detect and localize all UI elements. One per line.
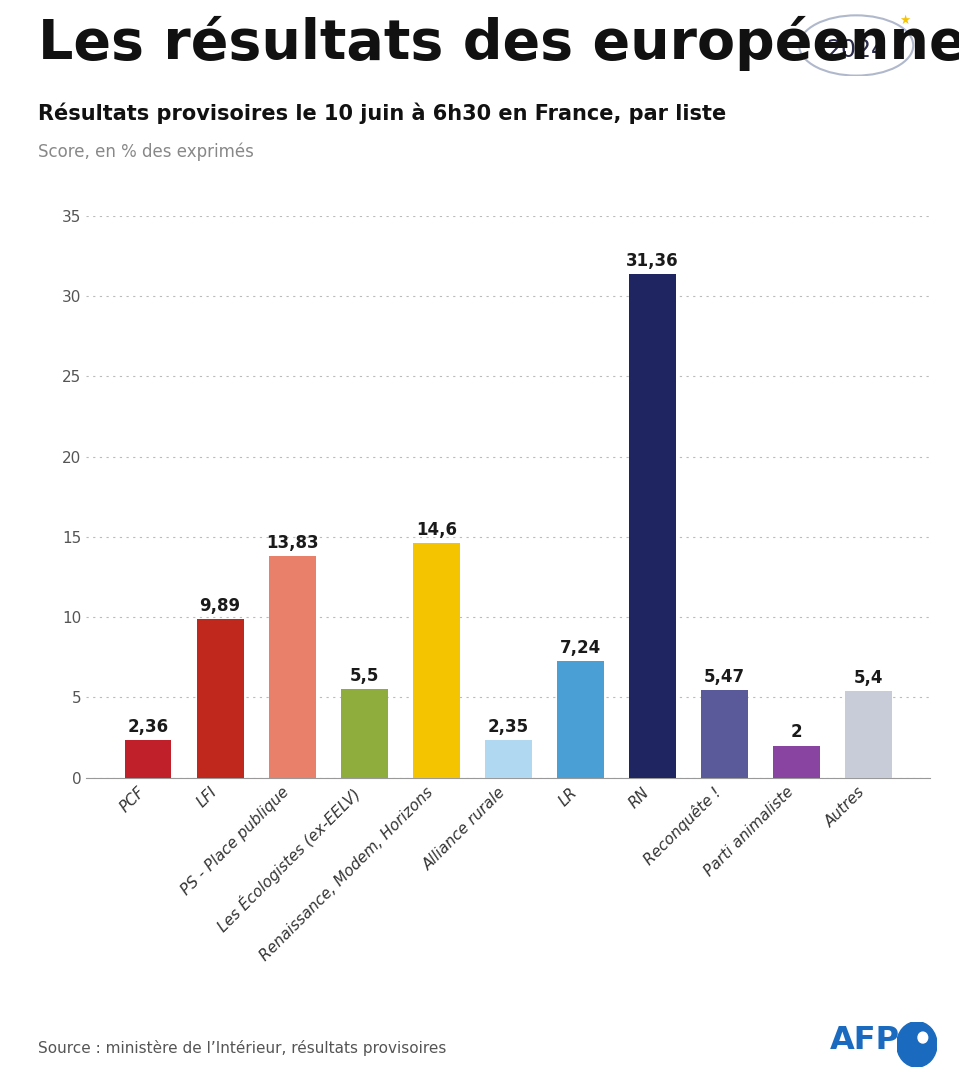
Bar bbox=[485, 740, 531, 778]
Text: Les résultats des européennes: Les résultats des européennes bbox=[38, 16, 959, 71]
Text: 9,89: 9,89 bbox=[199, 597, 241, 615]
Bar bbox=[340, 689, 387, 778]
Text: Score, en % des exprimés: Score, en % des exprimés bbox=[38, 143, 254, 161]
Bar bbox=[701, 690, 748, 778]
Circle shape bbox=[897, 1022, 937, 1067]
Text: 2024: 2024 bbox=[827, 38, 886, 63]
Text: ★: ★ bbox=[899, 14, 910, 27]
Bar bbox=[197, 619, 244, 778]
Text: 5,5: 5,5 bbox=[349, 667, 379, 686]
Text: 2,35: 2,35 bbox=[488, 718, 528, 735]
Text: 2: 2 bbox=[790, 724, 803, 742]
Text: 13,83: 13,83 bbox=[266, 534, 318, 552]
Bar bbox=[773, 745, 820, 778]
Text: 5,4: 5,4 bbox=[854, 669, 883, 687]
Circle shape bbox=[918, 1032, 927, 1043]
Text: Résultats provisoires le 10 juin à 6h30 en France, par liste: Résultats provisoires le 10 juin à 6h30 … bbox=[38, 103, 727, 124]
Text: Source : ministère de l’Intérieur, résultats provisoires: Source : ministère de l’Intérieur, résul… bbox=[38, 1040, 447, 1056]
Bar bbox=[125, 740, 172, 778]
Bar bbox=[845, 691, 892, 778]
Text: 7,24: 7,24 bbox=[560, 639, 601, 658]
Text: 5,47: 5,47 bbox=[704, 667, 745, 686]
Text: AFP: AFP bbox=[830, 1025, 900, 1056]
Bar bbox=[412, 543, 459, 778]
Text: 14,6: 14,6 bbox=[416, 522, 456, 539]
Bar bbox=[629, 274, 676, 778]
Text: 2,36: 2,36 bbox=[128, 718, 169, 735]
Text: 31,36: 31,36 bbox=[626, 253, 679, 270]
Bar bbox=[269, 556, 316, 778]
Bar bbox=[557, 661, 604, 778]
